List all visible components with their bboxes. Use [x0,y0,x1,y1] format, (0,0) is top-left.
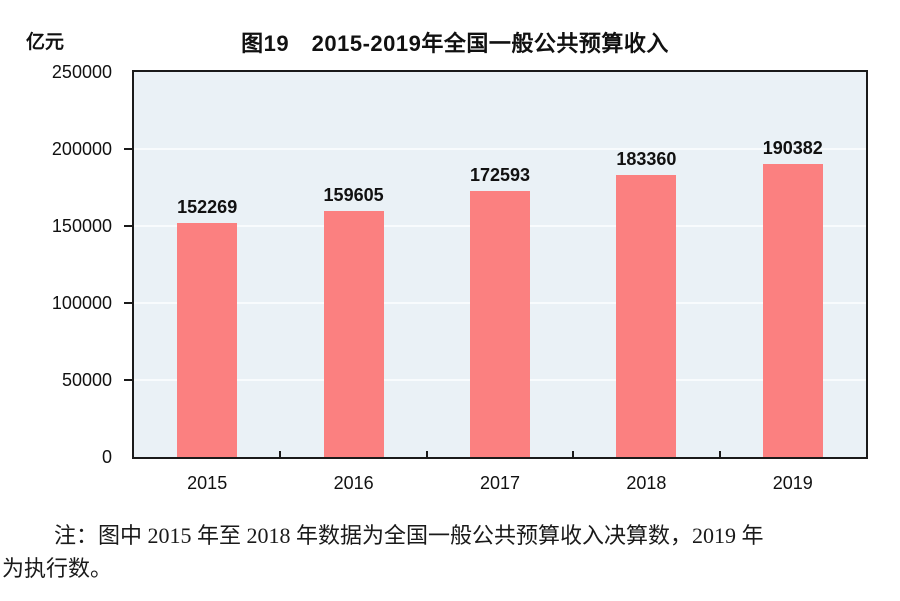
x-axis-tick [425,451,428,457]
bar-value-label-2015: 152269 [177,196,238,217]
footnote-line-2: 为执行数。 [2,556,113,581]
x-axis-tick [279,451,282,457]
x-axis-label-2017: 2017 [479,473,521,493]
x-axis-label-2018: 2018 [626,473,667,493]
y-axis-tick-label: 50000 [61,370,112,390]
bar-value-label-2019: 190382 [762,137,823,158]
y-axis-tick [124,148,132,150]
bar-2015 [177,222,238,457]
bar-value-label-2016: 159605 [323,185,384,206]
x-axis-label-2015: 2015 [187,473,228,493]
bar-2016 [323,211,384,457]
bar-2019 [762,163,823,457]
bar-2017 [470,191,530,457]
bar-value-label-2018: 183360 [616,148,677,169]
y-axis-tick-label: 100000 [51,293,112,313]
y-axis-tick-label: 250000 [51,62,112,82]
x-axis-label-2019: 2019 [772,473,813,493]
footnote: 注：图中 2015 年至 2018 年数据为全国一般公共预算收入决算数，2019… [2,519,896,585]
chart-title: 图19 2015-2019年全国一般公共预算收入 [241,31,669,56]
y-axis-tick-label: 200000 [51,139,112,159]
y-axis-tick-label: 150000 [51,216,112,236]
x-axis-label-2016: 2016 [333,473,374,493]
y-axis-tick-label: 0 [101,447,112,467]
gridline-200000 [134,148,866,150]
footnote-line-1: 注：图中 2015 年至 2018 年数据为全国一般公共预算收入决算数，2019… [54,523,764,548]
bar-2018 [616,174,677,457]
y-axis-tick [124,379,132,381]
bar-value-label-2017: 172593 [469,165,531,186]
y-axis-unit-label: 亿元 [26,32,65,53]
x-axis-tick [572,451,575,457]
y-axis-tick [124,302,132,304]
y-axis-tick [124,225,132,227]
x-axis-tick [718,451,721,457]
